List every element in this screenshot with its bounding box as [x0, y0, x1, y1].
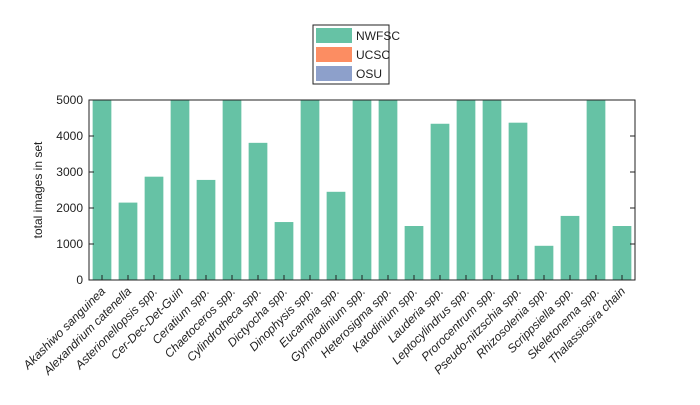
y-tick-label: 0 [76, 273, 83, 287]
bar [482, 100, 502, 280]
y-tick-label: 4000 [56, 129, 83, 143]
y-tick-label: 1000 [56, 237, 83, 251]
bar [196, 179, 216, 280]
bar [300, 100, 320, 280]
bar [222, 100, 242, 280]
bar [170, 100, 190, 280]
legend-label: UCSC [356, 48, 390, 62]
bar [586, 100, 606, 280]
y-tick-label: 3000 [56, 165, 83, 179]
bar [560, 215, 580, 280]
y-axis-label: total images in set [31, 141, 45, 238]
bar [92, 100, 112, 280]
bar [378, 100, 398, 280]
bar [430, 123, 450, 280]
bar [352, 100, 372, 280]
bar [118, 202, 138, 280]
bar [612, 226, 632, 280]
legend-swatch [316, 28, 352, 43]
bar [456, 100, 476, 280]
y-tick-label: 2000 [56, 201, 83, 215]
legend-label: OSU [356, 67, 382, 81]
bar [508, 122, 528, 281]
bar [534, 245, 554, 280]
bar [326, 191, 346, 280]
bar [274, 222, 294, 280]
legend-swatch [316, 47, 352, 62]
legend-label: NWFSC [356, 29, 400, 43]
bar [144, 176, 164, 280]
legend-swatch [316, 66, 352, 81]
bar [248, 142, 268, 280]
y-tick-label: 5000 [56, 93, 83, 107]
bar [404, 226, 424, 280]
